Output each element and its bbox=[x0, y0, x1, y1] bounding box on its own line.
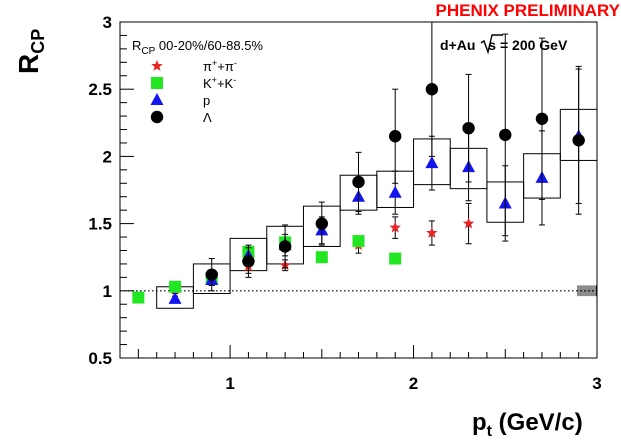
x-axis-title: pt (GeV/c) bbox=[472, 409, 583, 440]
marker-star bbox=[389, 221, 401, 233]
system-label-prefix: d+Au bbox=[440, 37, 479, 53]
marker-circle bbox=[352, 175, 365, 189]
marker-star bbox=[151, 60, 163, 71]
legend-label-sup: + bbox=[212, 58, 217, 68]
x-axis-title-rest: (GeV/c) bbox=[492, 409, 583, 436]
legend-entries: π++π-K++K-pΛ bbox=[150, 58, 237, 125]
legend-label: K++K- bbox=[203, 75, 236, 91]
marker-triangle bbox=[388, 185, 402, 198]
marker-star bbox=[426, 227, 438, 238]
system-label: d+Au s = 200 GeV bbox=[440, 34, 568, 55]
marker-square bbox=[151, 77, 163, 89]
sqrt-sign bbox=[480, 34, 503, 55]
data-series bbox=[132, 21, 586, 304]
legend-label-part: Λ bbox=[203, 110, 212, 125]
y-tick-label: 1 bbox=[103, 282, 112, 301]
x-tick-label: 3 bbox=[592, 374, 601, 393]
marker-triangle bbox=[425, 156, 439, 169]
series-circle bbox=[205, 21, 585, 292]
legend-label-sup: + bbox=[212, 75, 217, 85]
systematic-boxes bbox=[156, 108, 598, 309]
x-tick-label: 1 bbox=[225, 374, 234, 393]
y-tick-label: 2.5 bbox=[88, 80, 112, 99]
legend-title-sub: CP bbox=[141, 46, 155, 57]
marker-circle bbox=[462, 121, 475, 135]
legend-label: p bbox=[203, 93, 210, 108]
legend-label: π++π- bbox=[203, 58, 237, 74]
marker-square bbox=[169, 280, 182, 293]
x-tick-labels: 1 2 3 bbox=[225, 374, 601, 393]
y-axis-title: RCP bbox=[13, 29, 48, 74]
legend-label-part: π bbox=[203, 59, 212, 74]
legend-label-part: +K bbox=[217, 76, 234, 91]
y-axis-title-sub: CP bbox=[28, 29, 48, 54]
preliminary-label: PHENIX PRELIMINARY bbox=[435, 1, 620, 20]
legend-label-sup: - bbox=[234, 58, 237, 68]
marker-circle bbox=[315, 217, 329, 230]
marker-square bbox=[352, 235, 365, 248]
x-axis-title-sub: t bbox=[487, 423, 493, 440]
marker-circle bbox=[205, 268, 218, 281]
marker-circle bbox=[572, 134, 585, 147]
marker-circle bbox=[388, 130, 402, 143]
marker-circle bbox=[425, 83, 439, 96]
y-tick-label: 1.5 bbox=[88, 215, 112, 234]
marker-square bbox=[389, 252, 402, 265]
legend-label-part: +π bbox=[217, 59, 234, 74]
legend-label-part: p bbox=[203, 93, 210, 108]
marker-circle bbox=[499, 128, 512, 142]
marker-circle bbox=[535, 112, 549, 125]
marker-triangle bbox=[168, 291, 182, 304]
legend: RCP 00-20%/60-88.5% π++π-K++K-pΛ bbox=[132, 38, 263, 125]
y-axis-title-main: R bbox=[13, 54, 44, 74]
system-label-text: d+Au s = 200 GeV bbox=[440, 37, 568, 53]
marker-circle bbox=[242, 255, 255, 268]
legend-label-sup: - bbox=[233, 75, 236, 85]
axis-ticks bbox=[119, 21, 598, 359]
x-tick-label: 2 bbox=[409, 374, 418, 393]
marker-star bbox=[462, 217, 475, 229]
x-axis-title-main: p bbox=[472, 409, 487, 436]
system-label-root: s bbox=[488, 37, 496, 53]
marker-circle bbox=[150, 110, 164, 124]
y-tick-label: 0.5 bbox=[88, 349, 112, 368]
legend-title-main: R bbox=[132, 38, 141, 53]
marker-square bbox=[132, 291, 145, 304]
y-tick-labels: 0.5 1 1.5 2 2.5 3 bbox=[88, 13, 112, 368]
y-tick-label: 3 bbox=[103, 13, 112, 32]
system-label-suffix: = 200 GeV bbox=[496, 37, 568, 53]
legend-label: Λ bbox=[203, 110, 212, 125]
legend-label-part: K bbox=[203, 76, 212, 91]
reference-line-group bbox=[120, 285, 597, 297]
y-tick-label: 2 bbox=[103, 147, 112, 166]
legend-title: RCP 00-20%/60-88.5% bbox=[132, 38, 263, 57]
marker-triangle bbox=[150, 93, 164, 105]
marker-square bbox=[315, 251, 328, 264]
marker-circle bbox=[278, 240, 292, 253]
legend-title-rest: 00-20%/60-88.5% bbox=[155, 38, 263, 53]
